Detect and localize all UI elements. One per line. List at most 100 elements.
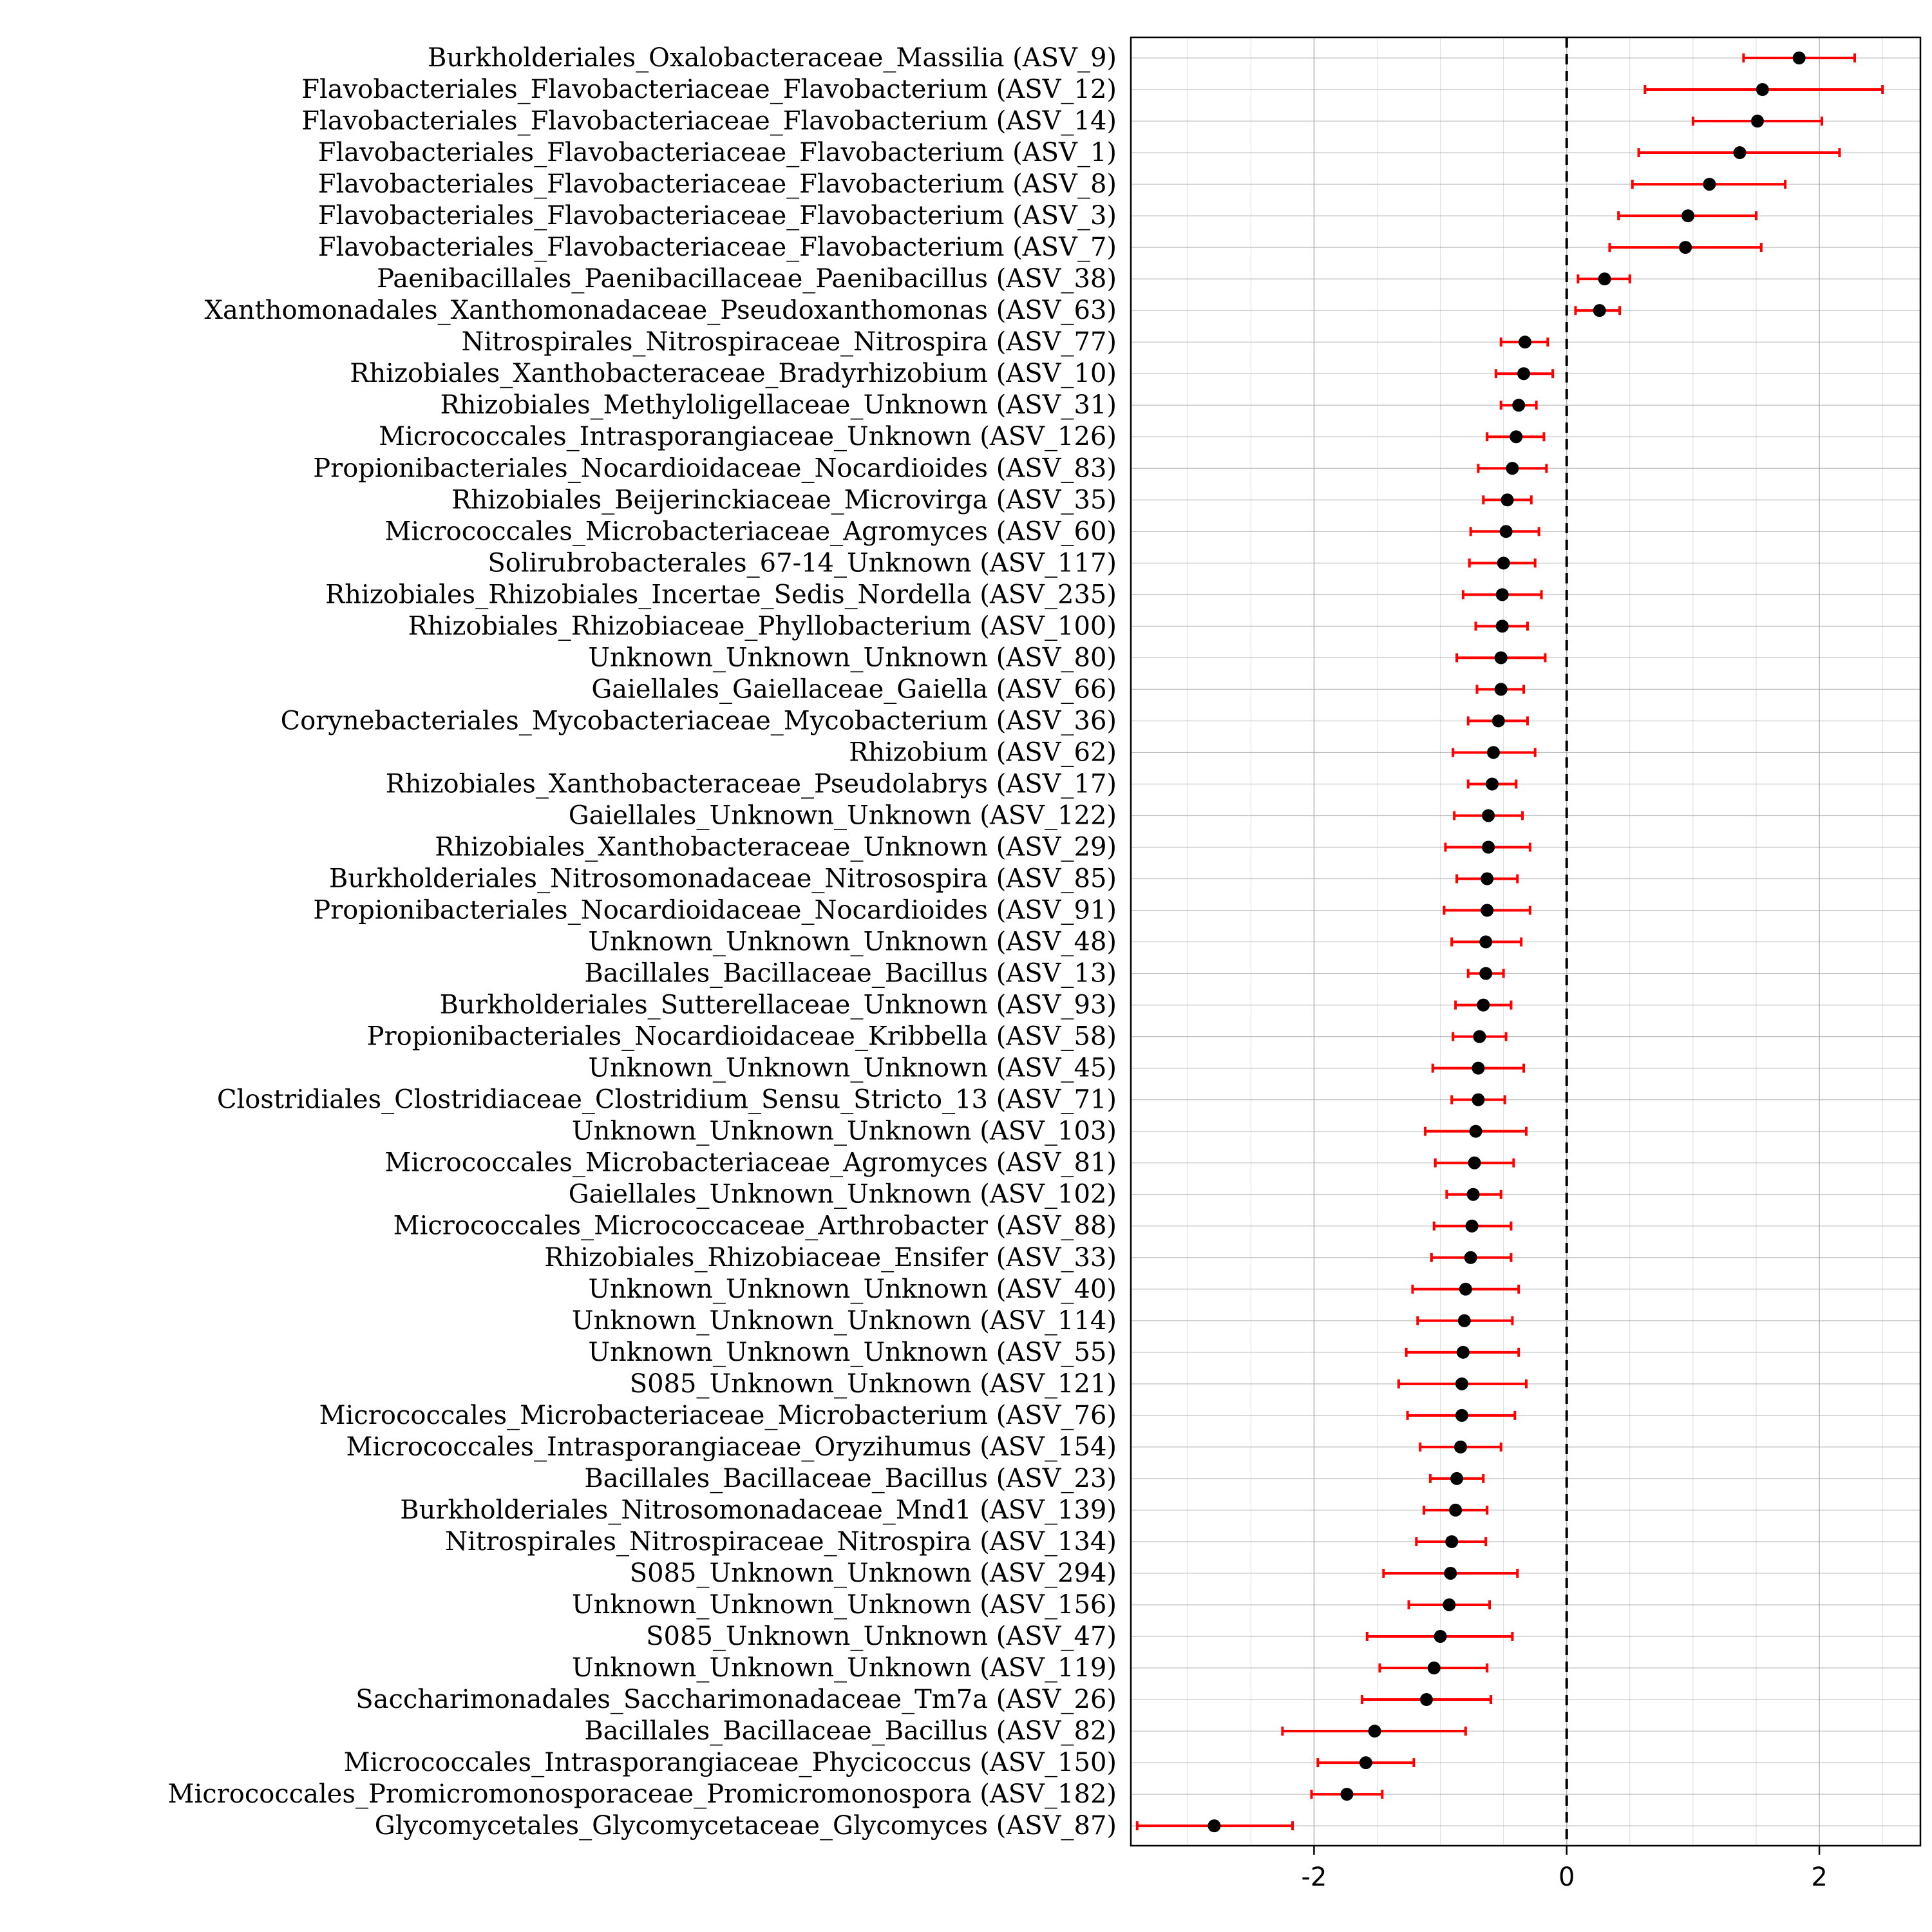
category-label: Propionibacteriales_Nocardioidaceae_Noca… <box>313 453 1117 483</box>
estimate-point <box>1681 209 1695 223</box>
category-label: Micrococcales_Intrasporangiaceae_Oryzihu… <box>346 1432 1117 1462</box>
estimate-point <box>1450 1472 1464 1485</box>
category-label: Unknown_Unknown_Unknown (ASV_40) <box>588 1274 1117 1304</box>
estimate-point <box>1445 1535 1459 1548</box>
estimate-point <box>1434 1630 1447 1643</box>
category-label: Flavobacteriales_Flavobacteriaceae_Flavo… <box>318 138 1117 167</box>
estimate-point <box>1497 556 1510 570</box>
category-label: Glycomycetales_Glycomycetaceae_Glycomyce… <box>375 1811 1117 1841</box>
category-label: Paenibacillales_Paenibacillaceae_Paeniba… <box>377 264 1117 294</box>
category-label: Unknown_Unknown_Unknown (ASV_114) <box>572 1306 1117 1336</box>
category-label: Rhizobiales_Xanthobacteraceae_Bradyrhizo… <box>350 359 1117 388</box>
category-label: Rhizobiales_Xanthobacteraceae_Pseudolabr… <box>386 769 1117 799</box>
category-label: Gaiellales_Unknown_Unknown (ASV_102) <box>569 1180 1117 1209</box>
category-label: Nitrospirales_Nitrospiraceae_Nitrospira … <box>445 1527 1117 1557</box>
estimate-point <box>1359 1756 1372 1770</box>
estimate-point <box>1469 1124 1482 1138</box>
estimate-point <box>1479 967 1493 980</box>
estimate-point <box>1733 146 1747 160</box>
estimate-point <box>1494 683 1508 696</box>
estimate-point <box>1479 935 1493 949</box>
category-label: Flavobacteriales_Flavobacteriaceae_Flavo… <box>301 106 1117 136</box>
x-tick-label: 0 <box>1558 1862 1575 1892</box>
category-label: Bacillales_Bacillaceae_Bacillus (ASV_23) <box>584 1464 1117 1493</box>
estimate-point <box>1750 115 1764 128</box>
estimate-point <box>1454 1440 1467 1454</box>
estimate-point <box>1427 1662 1441 1675</box>
estimate-point <box>1501 493 1514 507</box>
estimate-point <box>1455 1408 1468 1422</box>
estimate-point <box>1465 1219 1479 1233</box>
x-tick-label: 2 <box>1811 1862 1827 1892</box>
estimate-point <box>1472 1093 1485 1106</box>
x-tick-label: -2 <box>1301 1862 1327 1892</box>
category-label: Flavobacteriales_Flavobacteriaceae_Flavo… <box>318 232 1117 262</box>
category-label: Unknown_Unknown_Unknown (ASV_80) <box>588 643 1117 672</box>
estimate-point <box>1512 399 1526 412</box>
estimate-point <box>1593 304 1606 317</box>
category-label: Unknown_Unknown_Unknown (ASV_45) <box>588 1054 1117 1083</box>
category-label: Gaiellales_Unknown_Unknown (ASV_122) <box>569 800 1117 830</box>
category-label: Gaiellales_Gaiellaceae_Gaiella (ASV_66) <box>591 674 1117 704</box>
estimate-point <box>1499 525 1513 538</box>
category-label: Rhizobiales_Rhizobiaceae_Phyllobacterium… <box>408 611 1117 641</box>
estimate-point <box>1510 430 1523 444</box>
category-label: Micrococcales_Intrasporangiaceae_Unknown… <box>379 422 1117 451</box>
category-label: Micrococcales_Microbacteriaceae_Agromyce… <box>384 1148 1117 1178</box>
estimate-point <box>1481 904 1494 917</box>
category-label: Micrococcales_Microbacteriaceae_Microbac… <box>319 1401 1117 1430</box>
category-label: Rhizobiales_Methyloligellaceae_Unknown (… <box>440 390 1117 420</box>
horizontal-grid-lines <box>1131 57 1920 1826</box>
category-label: Rhizobiales_Beijerinckiaceae_Microvirga … <box>451 485 1117 515</box>
estimate-point <box>1482 840 1495 854</box>
estimate-point <box>1492 714 1505 728</box>
estimate-point <box>1468 1156 1481 1170</box>
category-label: Unknown_Unknown_Unknown (ASV_156) <box>572 1590 1117 1620</box>
estimate-point <box>1443 1598 1456 1611</box>
estimate-point <box>1495 620 1509 633</box>
estimate-point <box>1456 1345 1470 1359</box>
estimate-point <box>1679 241 1692 254</box>
category-label: Rhizobiales_Rhizobiales_Incertae_Sedis_N… <box>325 580 1117 609</box>
category-label: Burkholderiales_Nitrosomonadaceae_Nitros… <box>329 864 1117 894</box>
estimate-point <box>1444 1566 1457 1580</box>
category-label: Flavobacteriales_Flavobacteriaceae_Flavo… <box>318 169 1117 199</box>
category-labels: Burkholderiales_Oxalobacteraceae_Massili… <box>168 43 1117 1841</box>
estimate-point <box>1756 83 1769 97</box>
category-label: Unknown_Unknown_Unknown (ASV_103) <box>572 1117 1117 1146</box>
estimate-point <box>1519 336 1532 349</box>
category-label: Solirubrobacterales_67-14_Unknown (ASV_1… <box>488 548 1117 578</box>
estimate-point <box>1494 651 1508 665</box>
category-label: Burkholderiales_Oxalobacteraceae_Massili… <box>428 43 1117 73</box>
category-label: Burkholderiales_Nitrosomonadaceae_Mnd1 (… <box>400 1495 1117 1525</box>
estimate-point <box>1482 809 1495 822</box>
category-label: Rhizobiales_Xanthobacteraceae_Unknown (A… <box>435 833 1117 862</box>
estimate-point <box>1420 1693 1434 1707</box>
category-label: Unknown_Unknown_Unknown (ASV_55) <box>588 1338 1117 1367</box>
category-label: Propionibacteriales_Nocardioidaceae_Krib… <box>367 1022 1117 1052</box>
category-label: Propionibacteriales_Nocardioidaceae_Noca… <box>313 896 1117 925</box>
category-label: Micrococcales_Promicromonosporaceae_Prom… <box>168 1779 1117 1809</box>
category-label: Nitrospirales_Nitrospiraceae_Nitrospira … <box>462 327 1117 357</box>
category-label: Bacillales_Bacillaceae_Bacillus (ASV_13) <box>584 959 1117 989</box>
category-label: Unknown_Unknown_Unknown (ASV_119) <box>572 1653 1117 1683</box>
estimate-point <box>1517 367 1531 381</box>
estimate-point <box>1506 462 1519 475</box>
category-label: S085_Unknown_Unknown (ASV_121) <box>630 1369 1117 1399</box>
estimate-point <box>1481 872 1494 886</box>
category-label: S085_Unknown_Unknown (ASV_294) <box>630 1558 1117 1588</box>
estimate-point <box>1340 1788 1354 1801</box>
estimate-point <box>1449 1503 1463 1517</box>
estimate-point <box>1457 1314 1471 1327</box>
estimate-point <box>1459 1282 1472 1296</box>
plot-frame <box>1130 36 1922 1847</box>
estimate-point <box>1473 1030 1486 1043</box>
category-label: Rhizobium (ASV_62) <box>849 737 1117 767</box>
category-label: Micrococcales_Micrococcaceae_Arthrobacte… <box>393 1211 1117 1241</box>
estimate-point <box>1208 1819 1221 1833</box>
category-label: S085_Unknown_Unknown (ASV_47) <box>646 1622 1117 1651</box>
category-label: Clostridiales_Clostridiaceae_Clostridium… <box>217 1085 1117 1115</box>
estimate-point <box>1495 588 1509 601</box>
estimate-point <box>1486 777 1499 791</box>
